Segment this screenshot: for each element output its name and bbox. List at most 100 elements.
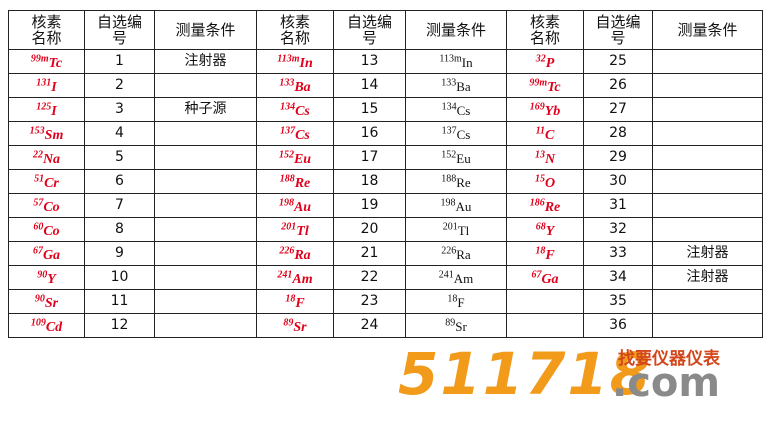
table-row: 67Ga 9 226Ra 21 226Ra 18F 33 注射器 bbox=[8, 241, 763, 266]
isotope: 67Ga bbox=[33, 246, 60, 264]
isotope: 18F bbox=[535, 246, 554, 264]
isotope: 137Cs bbox=[442, 126, 471, 142]
nuclide-cell: 11C bbox=[506, 121, 584, 146]
header-line: 名称 bbox=[529, 29, 560, 47]
nuclide-cell: 90Sr bbox=[8, 289, 85, 314]
isotope: 89Sr bbox=[283, 318, 307, 336]
mass-number: 90 bbox=[37, 269, 48, 281]
table-row: 90Y 10 241Am 22 241Am 67Ga 34 注射器 bbox=[8, 265, 763, 290]
element-symbol: F bbox=[295, 296, 305, 312]
element-symbol: In bbox=[461, 55, 473, 71]
mass-number: 113m bbox=[439, 53, 462, 65]
header-cell: 测量条件 bbox=[652, 10, 763, 50]
mass-number: 133 bbox=[279, 77, 295, 89]
header-cell: 自选编号 bbox=[583, 10, 653, 50]
element-symbol: Tl bbox=[457, 223, 470, 239]
number-cell: 23 bbox=[333, 289, 406, 314]
condition-cell bbox=[652, 313, 763, 338]
mass-number: 169 bbox=[529, 101, 545, 113]
isotope: 226Ra bbox=[279, 246, 310, 264]
mass-number: 198 bbox=[278, 197, 294, 209]
isotope: 90Y bbox=[37, 269, 56, 288]
element-symbol: Y bbox=[47, 272, 56, 288]
table-row: 51Cr 6 188Re 18 188Re 15O 30 bbox=[8, 169, 763, 194]
nuclide-cell: 188Re bbox=[256, 169, 334, 194]
element-symbol: In bbox=[299, 56, 313, 72]
number-cell: 35 bbox=[583, 289, 653, 314]
isotope: 133Ba bbox=[279, 77, 310, 96]
mass-number: 125 bbox=[36, 101, 52, 113]
isotope: 134Cs bbox=[280, 101, 310, 120]
element-symbol: Sr bbox=[293, 320, 307, 336]
header-line: 名称 bbox=[31, 29, 62, 47]
nuclide-cell: 113mIn bbox=[256, 49, 334, 74]
table-row: 109Cd 12 89Sr 24 89Sr 36 bbox=[8, 313, 763, 338]
condition-cell bbox=[652, 289, 763, 314]
element-symbol: Yb bbox=[544, 104, 561, 120]
mass-number: 152 bbox=[278, 149, 294, 161]
table-row: 125I 3 种子源 134Cs 15 134Cs 169Yb 27 bbox=[8, 97, 763, 122]
watermark-slogan: 找要仪器仪表 bbox=[618, 349, 720, 369]
header-line: 核素 bbox=[279, 13, 310, 31]
element-symbol: Sr bbox=[455, 319, 467, 335]
isotope: 153Sm bbox=[30, 126, 64, 144]
number-cell: 31 bbox=[583, 193, 653, 218]
header-cell: 核素 名称 bbox=[8, 10, 85, 50]
watermark-digits: 511718 bbox=[398, 340, 653, 408]
element-symbol: C bbox=[545, 128, 555, 144]
header-line: 自选编 bbox=[346, 13, 392, 31]
mass-number: 109 bbox=[30, 317, 46, 329]
condition-cell bbox=[652, 193, 763, 218]
isotope: 226Ra bbox=[441, 246, 470, 262]
element-symbol: F bbox=[457, 295, 465, 311]
nuclide-cell: 134Cs bbox=[256, 97, 334, 122]
number-cell: 16 bbox=[333, 121, 406, 146]
element-symbol: Y bbox=[545, 224, 555, 240]
mass-number: 18 bbox=[285, 293, 296, 305]
nuclide-cell: 99mTc bbox=[506, 73, 584, 98]
table-row: 90Sr 11 18F 23 18F 35 bbox=[8, 289, 763, 314]
condition-cell bbox=[154, 289, 257, 314]
nuclide-cell: 133Ba bbox=[256, 73, 334, 98]
number-cell: 36 bbox=[583, 313, 653, 338]
mass-number: 133 bbox=[441, 77, 457, 89]
condition-cell: 137Cs bbox=[405, 121, 507, 146]
isotope: 137Cs bbox=[280, 126, 310, 144]
isotope: 241Am bbox=[277, 270, 312, 288]
mass-number: 188 bbox=[279, 173, 295, 185]
header-cell: 测量条件 bbox=[405, 10, 507, 50]
nuclide-cell: 57Co bbox=[8, 193, 85, 218]
isotope: 11C bbox=[536, 126, 555, 144]
nuclide-cell: 152Eu bbox=[256, 145, 334, 170]
isotope: 18F bbox=[285, 293, 305, 312]
mass-number: 201 bbox=[281, 221, 297, 233]
element-symbol: Co bbox=[43, 224, 60, 240]
header-cell: 测量条件 bbox=[154, 10, 257, 50]
element-symbol: Sr bbox=[44, 296, 59, 312]
isotope: 68Y bbox=[535, 221, 555, 240]
number-cell: 28 bbox=[583, 121, 653, 146]
nuclide-cell: 67Ga bbox=[506, 265, 584, 290]
mass-number: 134 bbox=[280, 101, 296, 113]
number-cell: 26 bbox=[583, 73, 653, 98]
header-row: 核素 名称 自选编号测量条件 核素 名称 自选编号测量条件 核素 名称 自选编号测量条件 bbox=[8, 10, 763, 50]
element-symbol: Cr bbox=[44, 176, 59, 192]
condition-cell: 注射器 bbox=[652, 241, 763, 266]
isotope: 188Re bbox=[279, 173, 311, 192]
nuclide-cell: 89Sr bbox=[256, 313, 334, 338]
isotope: 241Am bbox=[439, 270, 474, 286]
isotope: 57Co bbox=[33, 198, 59, 216]
number-cell: 29 bbox=[583, 145, 653, 170]
condition-cell: 种子源 bbox=[154, 97, 257, 122]
isotope: 201Tl bbox=[443, 222, 470, 239]
mass-number: 68 bbox=[535, 221, 546, 233]
header-cell: 核素 名称 bbox=[256, 10, 334, 50]
header-line: 名称 bbox=[279, 29, 310, 47]
condition-cell bbox=[652, 169, 763, 194]
isotope: 198Au bbox=[278, 197, 311, 216]
isotope: 201Tl bbox=[281, 221, 308, 240]
mass-number: 152 bbox=[441, 149, 457, 161]
condition-cell bbox=[154, 121, 257, 146]
nuclide-cell: 60Co bbox=[8, 217, 85, 242]
